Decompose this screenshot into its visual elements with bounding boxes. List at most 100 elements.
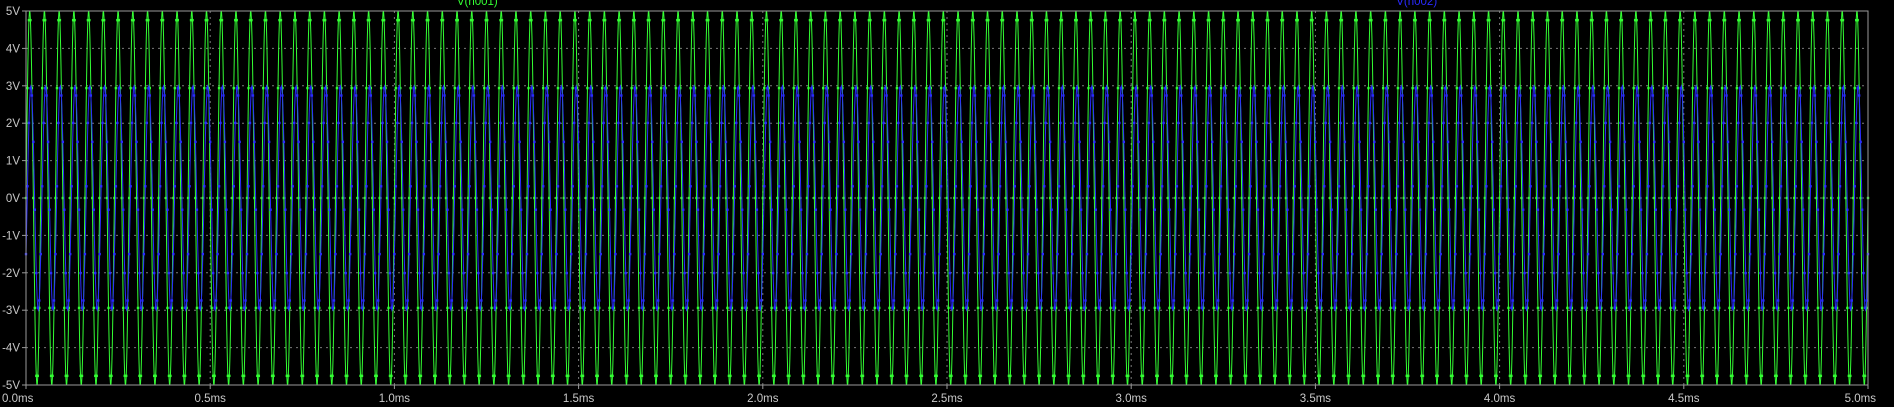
sample-point xyxy=(1557,252,1560,256)
sample-point xyxy=(316,374,319,378)
sample-point xyxy=(587,121,591,125)
sample-point xyxy=(1524,306,1528,309)
sample-point xyxy=(542,185,545,188)
sample-point xyxy=(755,208,759,211)
sample-point xyxy=(816,374,819,378)
sample-point xyxy=(670,374,673,378)
sample-point xyxy=(431,306,434,310)
sample-point xyxy=(1421,306,1425,309)
sample-point xyxy=(1825,121,1828,125)
sample-point xyxy=(1078,140,1081,144)
sample-point xyxy=(1099,299,1102,302)
sample-point xyxy=(1417,196,1420,200)
sample-point xyxy=(1620,18,1624,22)
sample-point xyxy=(1622,94,1625,97)
sample-point xyxy=(74,86,78,90)
sample-point xyxy=(1493,374,1497,378)
sample-point xyxy=(1720,86,1724,90)
sample-point xyxy=(1069,306,1072,310)
sample-point xyxy=(462,271,465,275)
sample-point xyxy=(1673,299,1677,302)
sample-point xyxy=(303,306,306,310)
sample-point xyxy=(839,18,843,22)
sample-point xyxy=(882,121,885,125)
sample-point xyxy=(1567,374,1571,378)
sample-point xyxy=(1763,252,1767,256)
sample-point xyxy=(1491,140,1494,144)
sample-point xyxy=(1283,94,1286,97)
sample-point xyxy=(528,121,532,125)
sample-point xyxy=(359,271,362,275)
sample-point xyxy=(970,121,974,125)
sample-point xyxy=(515,18,518,22)
sample-point xyxy=(1392,306,1395,309)
sample-point xyxy=(525,252,529,256)
sample-point xyxy=(577,196,580,200)
sample-point xyxy=(543,18,546,22)
sample-point xyxy=(1521,208,1525,211)
sample-point xyxy=(1712,196,1715,200)
sample-point xyxy=(1041,252,1044,256)
sample-point xyxy=(191,87,194,90)
sample-point xyxy=(783,196,787,200)
sample-point xyxy=(1734,196,1737,200)
trace-label-v-n002[interactable]: V(n002) xyxy=(1396,0,1437,8)
sample-point xyxy=(55,86,59,90)
sample-point xyxy=(1019,196,1022,200)
sample-point xyxy=(396,18,399,22)
sample-point xyxy=(562,140,566,144)
sample-point xyxy=(718,185,722,188)
sample-point xyxy=(1595,208,1599,211)
sample-point xyxy=(1395,252,1398,256)
sample-point xyxy=(1034,196,1037,200)
sample-point xyxy=(418,271,421,275)
sample-point xyxy=(766,18,769,22)
sample-point xyxy=(814,306,818,310)
sample-point xyxy=(1619,18,1622,22)
sample-point xyxy=(1766,18,1769,22)
sample-point xyxy=(1476,196,1479,200)
sample-point xyxy=(870,86,874,90)
sample-point xyxy=(829,306,832,310)
sample-point xyxy=(1542,196,1546,200)
sample-point xyxy=(1843,94,1846,97)
sample-point xyxy=(294,18,297,22)
sample-point xyxy=(1362,374,1366,378)
sample-point xyxy=(1685,271,1688,275)
sample-point xyxy=(512,185,515,188)
sample-point xyxy=(929,94,932,97)
sample-point xyxy=(565,374,569,378)
sample-point xyxy=(542,86,545,90)
sample-point xyxy=(276,185,280,188)
sample-point xyxy=(537,306,541,309)
sample-markers xyxy=(24,18,1870,378)
sample-point xyxy=(1852,252,1855,256)
sample-point xyxy=(1072,86,1075,90)
sample-point xyxy=(484,18,487,22)
sample-point xyxy=(122,208,125,211)
sample-point xyxy=(1701,306,1705,309)
sample-point xyxy=(424,86,427,90)
sample-point xyxy=(1449,374,1453,378)
sample-point xyxy=(189,18,193,22)
sample-point xyxy=(858,306,862,310)
sample-point xyxy=(1740,94,1743,97)
sample-point xyxy=(648,87,651,90)
sample-point xyxy=(1775,374,1778,378)
sample-point xyxy=(1091,86,1095,90)
sample-point xyxy=(160,121,163,125)
sample-point xyxy=(785,208,788,211)
sample-point xyxy=(776,196,779,200)
sample-point xyxy=(1629,306,1632,310)
sample-point xyxy=(471,87,474,90)
sample-point xyxy=(397,18,401,22)
sample-point xyxy=(1797,18,1800,22)
sample-point xyxy=(1199,374,1202,378)
sample-point xyxy=(528,18,532,22)
sample-point xyxy=(1442,18,1445,22)
sample-point xyxy=(900,94,903,97)
trace-label-v-n001[interactable]: V(n001) xyxy=(457,0,498,8)
sample-point xyxy=(715,306,719,310)
sample-point xyxy=(1200,306,1204,309)
sample-point xyxy=(173,185,177,188)
